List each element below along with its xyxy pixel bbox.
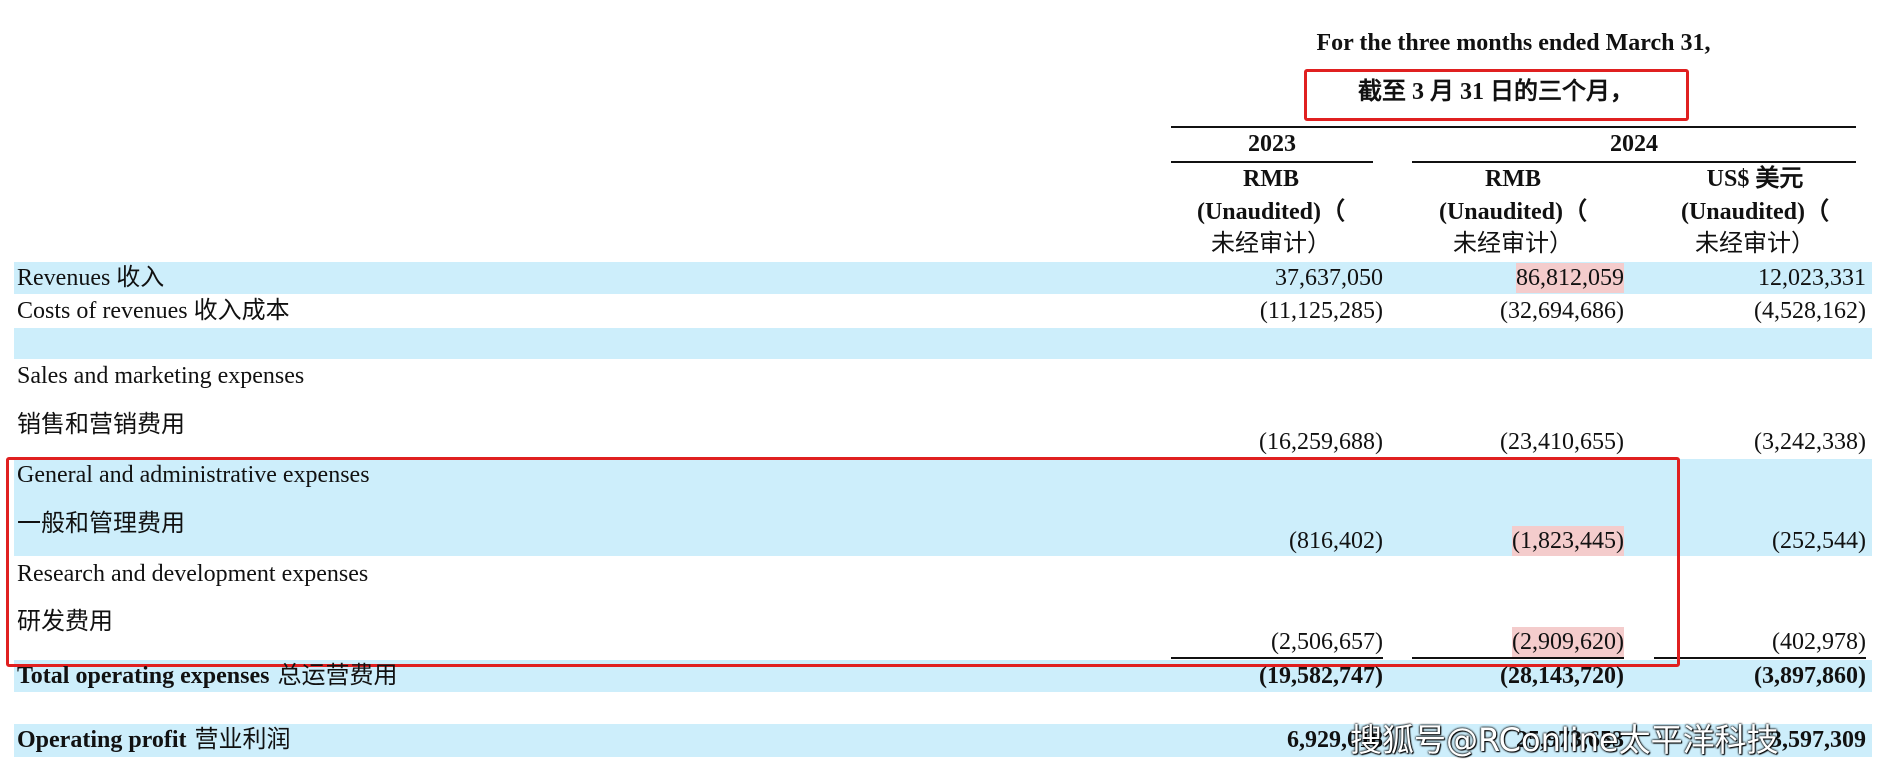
rule — [1654, 657, 1866, 659]
column-header: 未经审计） — [1211, 231, 1331, 257]
cell-value: (11,125,285) — [1259, 298, 1383, 324]
column-header: RMB — [1485, 166, 1541, 192]
cell-value: (32,694,686) — [1500, 298, 1624, 324]
rule — [1171, 161, 1373, 163]
row-label-en: Total operating expenses — [17, 663, 270, 689]
row-band — [14, 724, 1872, 757]
cell-value: (3,897,860) — [1754, 663, 1866, 689]
column-header: RMB — [1243, 166, 1299, 192]
rule — [1171, 657, 1383, 659]
row-label: Costs of revenues 收入成本 — [17, 298, 290, 324]
row-label-zh: 总运营费用 — [277, 663, 398, 689]
row-label-zh: 营业利润 — [194, 727, 291, 753]
row-band — [14, 328, 1872, 359]
cell-value: (402,978) — [1772, 629, 1866, 655]
cell-value: (3,242,338) — [1754, 429, 1866, 455]
cell-value: (1,823,445) — [1512, 526, 1624, 556]
row-label: Research and development expenses — [17, 561, 369, 587]
row-label: Total operating expenses 总运营费用 — [17, 661, 397, 691]
cell-value: 3,597,309 — [1770, 727, 1866, 753]
cell-value: (2,506,657) — [1271, 629, 1383, 655]
column-header: (Unaudited)（ — [1196, 199, 1346, 225]
cell-value: (252,544) — [1772, 528, 1866, 554]
row-label: General and administrative expenses — [17, 462, 370, 488]
column-header: (Unaudited)（ — [1680, 199, 1830, 225]
highlight-box — [1304, 69, 1689, 121]
column-header: US$ 美元 — [1706, 166, 1804, 192]
cell-value: (23,410,655) — [1500, 429, 1624, 455]
rule — [1412, 657, 1624, 659]
column-header: 未经审计） — [1453, 231, 1573, 257]
cell-value: (4,528,162) — [1754, 298, 1866, 324]
cell-value: 6,929,018 — [1287, 727, 1383, 753]
year: 2024 — [1610, 131, 1658, 157]
cell-value: 86,812,059 — [1516, 263, 1624, 293]
cell-value: (2,909,620) — [1512, 627, 1624, 657]
cell-value: (16,259,688) — [1259, 429, 1383, 455]
row-label: 一般和管理费用 — [17, 511, 185, 537]
rule — [1412, 161, 1856, 163]
rule — [1171, 126, 1856, 128]
column-header: 未经审计） — [1695, 231, 1815, 257]
subtitle: 截至 3 月 31 日的三个月， — [1358, 79, 1634, 105]
row-label: Revenues 收入 — [17, 265, 165, 291]
highlight-box — [6, 457, 1680, 667]
row-label-en: Operating profit — [17, 727, 187, 753]
cell-value: (19,582,747) — [1259, 663, 1383, 689]
cell-value: (28,143,720) — [1500, 663, 1624, 689]
row-label: 研发费用 — [17, 609, 113, 635]
cell-value: 12,023,331 — [1758, 265, 1866, 291]
column-header: (Unaudited)（ — [1438, 199, 1588, 225]
cell-value: (816,402) — [1289, 528, 1383, 554]
cell-value: 37,637,050 — [1275, 265, 1383, 291]
cell-value: 25,973,653 — [1516, 727, 1624, 753]
title: For the three months ended March 31, — [1316, 30, 1711, 56]
row-label: Operating profit 营业利润 — [17, 725, 291, 755]
row-label: 销售和营销费用 — [17, 412, 185, 438]
year: 2023 — [1248, 131, 1296, 157]
row-label: Sales and marketing expenses — [17, 363, 305, 389]
watermark: 搜狐号@RConline太平洋科技 — [1350, 721, 1779, 759]
